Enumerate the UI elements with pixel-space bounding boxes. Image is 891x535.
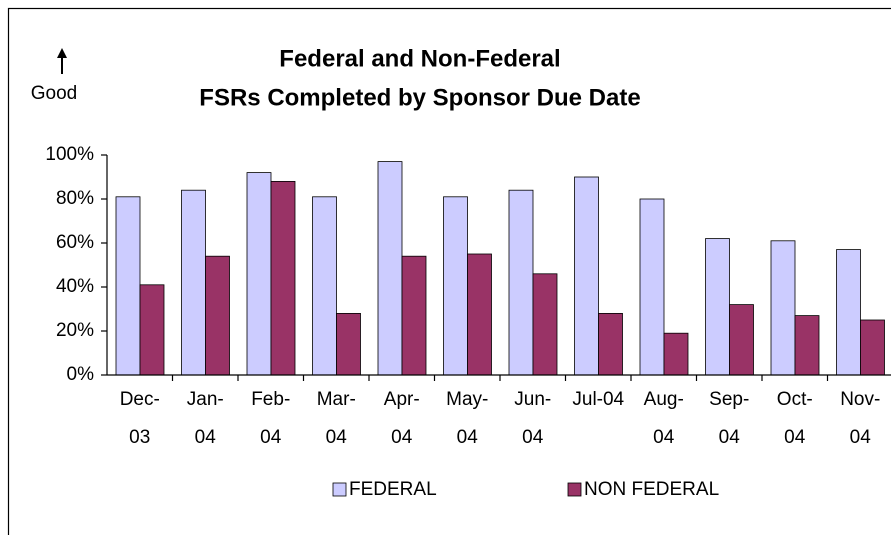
x-tick-label: May- [446,389,488,410]
bar [639,198,665,376]
x-tick-label: Jun- [514,389,551,410]
bar [770,240,796,376]
x-tick-label: 04 [195,427,217,448]
x-tick-label: Mar- [317,389,356,410]
bar [836,249,861,376]
x-tick-label: Dec- [120,389,160,410]
bar [860,319,885,376]
bar [181,189,206,376]
bar [532,273,558,376]
bar [794,315,820,376]
bar [246,172,272,376]
x-tick-label: Oct- [777,389,813,410]
arrow-head [57,48,67,58]
y-tick-label: 80% [56,188,94,209]
x-tick-label: 04 [522,427,544,448]
y-tick-label: 100% [45,144,94,165]
y-tick-label: 40% [56,276,94,297]
x-tick-label: 04 [326,427,348,448]
bar [270,180,296,376]
chart-title: Federal and Non-Federal [279,45,560,72]
legend-swatch [567,482,582,497]
bar [139,284,165,376]
bar [729,304,754,376]
bar [312,196,337,376]
x-tick-label: Sep- [709,389,749,410]
bar [598,312,623,376]
x-tick-label: 04 [653,427,675,448]
x-tick-label: Nov- [840,389,880,410]
x-tick-label: 04 [457,427,479,448]
x-tick-label: Feb- [251,389,290,410]
bar [401,255,427,376]
x-tick-label: Jul-04 [572,389,624,410]
bar [205,255,230,376]
bar [115,196,141,376]
bar [574,176,599,376]
x-tick-label: Aug- [644,389,684,410]
x-tick-label: 04 [784,427,806,448]
legend-label: NON FEDERAL [584,479,719,500]
x-tick-label: Jan- [187,389,224,410]
bar [377,161,403,376]
x-tick-label: 04 [260,427,282,448]
y-tick-label: 20% [56,320,94,341]
chart-title: FSRs Completed by Sponsor Due Date [199,84,640,111]
y-tick-label: 60% [56,232,94,253]
x-tick-label: 03 [129,427,150,448]
legend-label: FEDERAL [349,479,437,500]
bar [663,332,689,376]
y-tick-label: 0% [67,364,95,385]
bar [336,312,361,376]
bar [443,196,468,376]
x-tick-label: 04 [719,427,741,448]
x-tick-label: 04 [850,427,872,448]
x-tick-label: 04 [391,427,413,448]
annotation: Good [31,83,77,104]
chart-frame [7,7,891,535]
bar [467,253,492,376]
x-tick-label: Apr- [384,389,420,410]
legend-swatch [332,482,347,497]
bar [508,189,534,376]
bar [705,238,730,376]
